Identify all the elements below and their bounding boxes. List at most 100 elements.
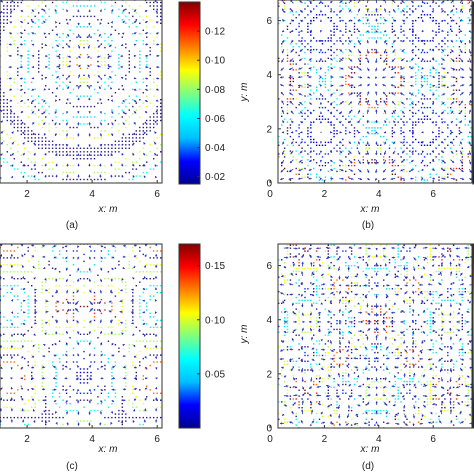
vector-arrow — [201, 166, 203, 168]
contour-dot — [72, 178, 75, 181]
contour-dot — [38, 67, 40, 70]
contour-dot — [292, 14, 294, 16]
contour-dot — [69, 71, 71, 73]
vector-head — [450, 141, 453, 144]
vector-arrow — [274, 0, 275, 3]
contour-dot — [272, 121, 273, 122]
contour-dot — [415, 164, 417, 167]
vector-head — [299, 49, 303, 52]
contour-dot — [397, 57, 399, 59]
contour-dot — [90, 158, 92, 160]
contour-dot — [400, 57, 402, 59]
contour-dot — [139, 60, 141, 63]
contour-dot — [455, 179, 458, 181]
vector-head — [10, 10, 13, 13]
vector-head — [411, 150, 414, 153]
vector-head — [450, 121, 453, 124]
contour-dot — [295, 89, 297, 91]
vector-head — [31, 54, 35, 58]
contour-dot — [333, 92, 335, 94]
contour-dot — [202, 50, 203, 51]
contour-dot — [426, 77, 429, 80]
contour-dot — [128, 171, 130, 174]
contour-dot — [86, 36, 89, 38]
contour-dot — [104, 154, 106, 156]
contour-dot — [450, 60, 452, 62]
contour-dot — [79, 81, 82, 83]
contour-dot — [170, 75, 171, 76]
contour-dot — [345, 101, 347, 103]
contour-dot — [394, 54, 396, 57]
vector-head — [121, 43, 124, 46]
vector-head — [177, 55, 179, 57]
contour-dot — [371, 14, 373, 16]
contour-dot — [202, 179, 203, 180]
contour-dot — [10, 154, 12, 156]
contour-dot — [83, 105, 85, 108]
contour-dot — [420, 75, 423, 77]
vector-head — [289, 169, 292, 172]
vector-head — [366, 109, 369, 112]
contour-dot — [406, 159, 408, 161]
contour-dot — [371, 51, 373, 54]
vector-arrow — [167, 33, 169, 34]
contour-dot — [6, 151, 8, 153]
contour-dot — [458, 57, 461, 59]
contour-dot — [385, 40, 388, 42]
contour-dot — [272, 29, 273, 30]
contour-dot — [307, 109, 309, 112]
vector-head — [319, 121, 323, 124]
contour-dot — [377, 121, 379, 123]
contour-dot — [170, 182, 171, 183]
contour-dot — [86, 95, 89, 97]
contour-dot — [167, 103, 168, 104]
vector-head — [329, 20, 332, 23]
contour-dot — [55, 95, 57, 97]
vector-arrow — [176, 89, 178, 90]
vector-head — [308, 84, 311, 87]
contour-dot — [438, 25, 440, 28]
contour-dot — [167, 92, 168, 93]
vector-head — [309, 58, 312, 61]
vector-head — [392, 151, 395, 154]
contour-dot — [330, 75, 332, 77]
contour-dot — [429, 40, 431, 42]
contour-dot — [86, 116, 89, 118]
contour-dot — [447, 124, 449, 126]
vector-head — [176, 77, 178, 79]
contour-dot — [93, 126, 96, 129]
vector-head — [411, 29, 414, 32]
contour-dot — [38, 53, 40, 56]
contour-dot — [17, 67, 19, 70]
contour-dot — [34, 140, 36, 142]
contour-dot — [51, 144, 54, 146]
vector-head — [154, 131, 157, 134]
contour-dot — [6, 50, 8, 52]
vector-head — [442, 160, 445, 163]
contour-dot — [435, 156, 437, 158]
vector-head — [402, 121, 405, 124]
contour-dot — [27, 133, 29, 136]
contour-dot — [65, 60, 68, 63]
contour-dot — [406, 141, 408, 144]
vector-head — [155, 176, 158, 179]
vector-head — [122, 32, 125, 35]
contour-dot — [275, 37, 276, 38]
contour-dot — [100, 119, 103, 122]
contour-dot — [170, 19, 171, 20]
contour-dot — [441, 176, 443, 178]
contour-dot — [391, 66, 394, 68]
vector-head — [87, 74, 91, 77]
contour-dot — [409, 66, 411, 68]
vector-head — [122, 20, 125, 24]
vector-head — [281, 152, 285, 155]
contour-dot — [423, 156, 426, 158]
contour-dot — [156, 1, 158, 4]
vector-head — [359, 84, 362, 87]
contour-dot — [397, 8, 399, 10]
contour-dot — [368, 147, 370, 149]
contour-dot — [426, 115, 429, 117]
vector-head — [310, 10, 313, 13]
contour-dot — [72, 46, 75, 49]
contour-dot — [295, 150, 297, 152]
